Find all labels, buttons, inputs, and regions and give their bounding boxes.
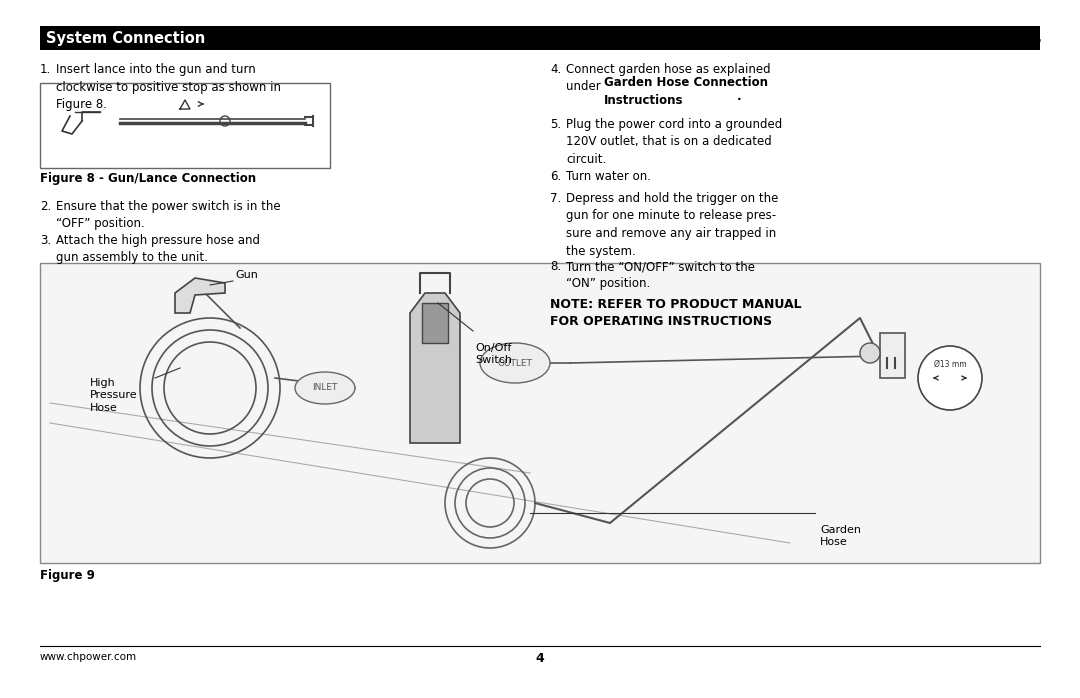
Text: On/Off
Switch: On/Off Switch [475,343,512,365]
Text: Figure 8 - Gun/Lance Connection: Figure 8 - Gun/Lance Connection [40,172,256,185]
Text: High
Pressure
Hose: High Pressure Hose [90,378,137,413]
Text: Depress and hold the trigger on the
gun for one minute to release pres-
sure and: Depress and hold the trigger on the gun … [566,192,779,258]
Text: Gun: Gun [235,270,258,280]
Ellipse shape [480,343,550,383]
Text: Connect garden hose as explained
under: Connect garden hose as explained under [566,63,771,94]
Bar [40,263,1040,563]
Text: Plug the power cord into a grounded
120V outlet, that is on a dedicated
circuit.: Plug the power cord into a grounded 120V… [566,118,782,166]
Text: OUTLET: OUTLET [498,359,532,368]
Text: .: . [737,90,742,103]
Text: Ø13 mm: Ø13 mm [934,359,967,369]
Text: www.chpower.com: www.chpower.com [40,652,137,662]
Text: 4: 4 [536,652,544,665]
Text: Garden Hose Connection
Instructions: Garden Hose Connection Instructions [604,76,768,107]
Circle shape [918,346,982,410]
Text: Figure 9: Figure 9 [40,569,95,582]
Text: 5.: 5. [550,118,562,131]
Bar [880,333,905,378]
Text: 6.: 6. [550,170,562,183]
Text: PW1686: PW1686 [978,26,1040,39]
Bar [422,303,448,343]
Text: Turn the “ON/OFF” switch to the
“ON” position.: Turn the “ON/OFF” switch to the “ON” pos… [566,260,755,290]
Text: Insert lance into the gun and turn
clockwise to positive stop as shown in
Figure: Insert lance into the gun and turn clock… [56,63,281,111]
Text: Ensure that the power switch is in the
“OFF” position.: Ensure that the power switch is in the “… [56,200,281,230]
Circle shape [860,343,880,363]
Text: 4.: 4. [550,63,562,76]
Text: INLET: INLET [312,383,338,392]
Bar [40,26,1040,50]
Text: 3.: 3. [40,234,51,247]
Polygon shape [410,293,460,443]
Text: Assembly Instructions and Parts List: Assembly Instructions and Parts List [40,26,314,39]
Text: 1.: 1. [40,63,51,76]
Bar [40,83,330,168]
Text: Turn water on.: Turn water on. [566,170,651,183]
Text: NOTE: REFER TO PRODUCT MANUAL
FOR OPERATING INSTRUCTIONS: NOTE: REFER TO PRODUCT MANUAL FOR OPERAT… [550,298,801,328]
Ellipse shape [295,372,355,404]
Text: Attach the high pressure hose and
gun assembly to the unit.: Attach the high pressure hose and gun as… [56,234,260,265]
Text: Garden
Hose: Garden Hose [820,525,861,547]
Polygon shape [175,278,225,313]
Text: 8.: 8. [550,260,562,273]
Text: System Connection: System Connection [46,31,205,45]
Text: 2.: 2. [40,200,51,213]
Text: 7.: 7. [550,192,562,205]
